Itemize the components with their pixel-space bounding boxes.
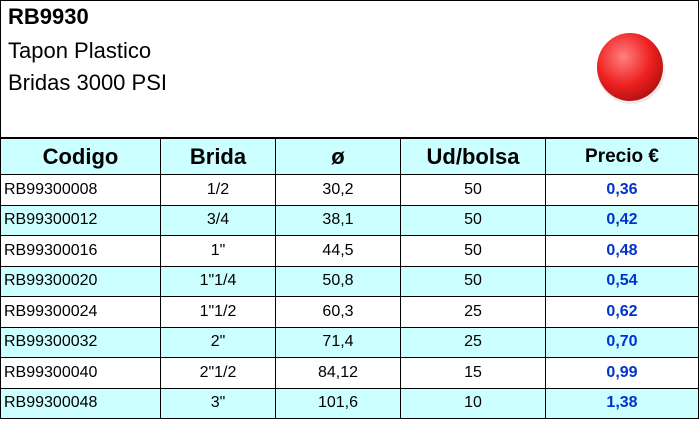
table-row: RB99300048 3" 101,6 10 1,38	[0, 387, 699, 419]
cell: 2"	[160, 326, 276, 358]
table-row: RB99300040 2"1/2 84,12 15 0,99	[0, 357, 699, 389]
cell: 25	[400, 326, 546, 358]
cell: 0,62	[545, 296, 699, 328]
cell: 0,36	[545, 174, 699, 206]
cell: RB99300032	[0, 326, 161, 358]
cell: 50,8	[275, 265, 401, 297]
cell: 2"1/2	[160, 357, 276, 389]
cell: 1"	[160, 235, 276, 267]
cell: 50	[400, 174, 546, 206]
cell: RB99300048	[0, 387, 161, 419]
column-header: Codigo	[0, 138, 161, 175]
cell: RB99300016	[0, 235, 161, 267]
cell: 1/2	[160, 174, 276, 206]
cell: 0,70	[545, 326, 699, 358]
cell: 30,2	[275, 174, 401, 206]
cell: 1"1/2	[160, 296, 276, 328]
product-image	[597, 33, 665, 104]
table-row: RB99300012 3/4 38,1 50 0,42	[0, 204, 699, 236]
cell: 0,99	[545, 357, 699, 389]
cell: 0,54	[545, 265, 699, 297]
cell: RB99300040	[0, 357, 161, 389]
cell: 38,1	[275, 204, 401, 236]
price-table: Codigo Brida ø Ud/bolsa Precio € RB99300008 1…	[0, 138, 699, 419]
cell: 84,12	[275, 357, 401, 389]
table-row: RB99300020 1"1/4 50,8 50 0,54	[0, 265, 699, 297]
cell: 101,6	[275, 387, 401, 419]
cell: 3"	[160, 387, 276, 419]
cell: 71,4	[275, 326, 401, 358]
table-row: RB99300024 1"1/2 60,3 25 0,62	[0, 296, 699, 328]
cell: 44,5	[275, 235, 401, 267]
cell: 50	[400, 235, 546, 267]
table-row: RB99300016 1" 44,5 50 0,48	[0, 235, 699, 267]
cell: 1,38	[545, 387, 699, 419]
product-line: Tapon Plastico	[8, 38, 152, 63]
header: RB9930 Tapon Plastico Bridas 3000 PSI	[0, 0, 697, 138]
cell: RB99300024	[0, 296, 161, 328]
cell: 10	[400, 387, 546, 419]
table-row: RB99300032 2" 71,4 25 0,70	[0, 326, 699, 358]
cell: 50	[400, 204, 546, 236]
column-header: Brida	[160, 138, 276, 175]
product-line: Bridas 3000 PSI	[8, 70, 167, 95]
cell: 25	[400, 296, 546, 328]
header-row: Codigo Brida ø Ud/bolsa Precio €	[0, 138, 699, 175]
table-body: RB99300008 1/2 30,2 50 0,36 RB99300012 3/4 38,1…	[0, 174, 699, 419]
cell: 1"1/4	[160, 265, 276, 297]
cell: 0,42	[545, 204, 699, 236]
product-code: RB9930	[8, 4, 89, 29]
cell: 50	[400, 265, 546, 297]
cell: RB99300020	[0, 265, 161, 297]
cell: 0,48	[545, 235, 699, 267]
cell: 3/4	[160, 204, 276, 236]
column-header: ø	[275, 138, 401, 175]
table-row: RB99300008 1/2 30,2 50 0,36	[0, 174, 699, 206]
column-header: Precio €	[545, 138, 699, 175]
cell: RB99300012	[0, 204, 161, 236]
cell: 15	[400, 357, 546, 389]
cell: 60,3	[275, 296, 401, 328]
column-header: Ud/bolsa	[400, 138, 546, 175]
cell: RB99300008	[0, 174, 161, 206]
